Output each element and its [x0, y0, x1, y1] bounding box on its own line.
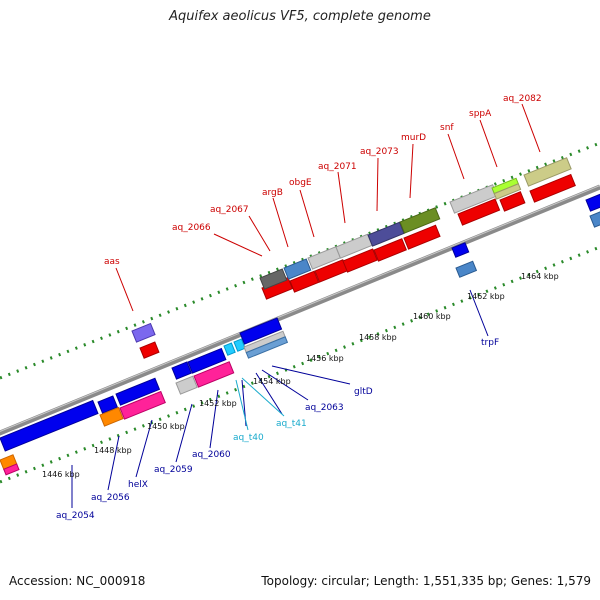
scale-label: 1460 kbp: [413, 312, 451, 321]
gene-feature[interactable]: [289, 270, 320, 293]
gene-feature[interactable]: [451, 242, 470, 258]
gene-feature[interactable]: [139, 341, 160, 359]
scale-label: 1458 kbp: [359, 333, 397, 342]
gene-feature[interactable]: [233, 338, 246, 352]
gene-feature[interactable]: [283, 258, 312, 280]
gene-label[interactable]: aq_t40: [233, 433, 264, 443]
genome-summary-text: Topology: circular; Length: 1,551,335 bp…: [261, 574, 591, 588]
gene-feature[interactable]: [0, 454, 20, 476]
forward-gene-labels: aas aq_2066 aq_2067 argB obgE aq_2071 aq…: [104, 94, 542, 267]
gene-label[interactable]: aas: [104, 257, 120, 267]
map-title: Aquifex aeolicus VF5, complete genome: [169, 9, 431, 24]
scale-label: 1448 kbp: [94, 446, 132, 455]
genome-backbone: [0, 184, 600, 436]
rna-leaders: [235, 377, 285, 431]
gene-feature[interactable]: [97, 395, 118, 414]
scale-label: 1454 kbp: [253, 377, 291, 386]
accession-text: Accession: NC_000918: [9, 574, 146, 588]
scale-label: 1452 kbp: [199, 399, 237, 408]
gene-label[interactable]: sppA: [469, 109, 492, 119]
gene-label[interactable]: obgE: [289, 178, 312, 188]
gene-feature[interactable]: [0, 399, 99, 452]
gene-feature[interactable]: [259, 268, 288, 290]
gene-feature[interactable]: [589, 210, 600, 228]
gene-feature[interactable]: [403, 224, 441, 250]
scale-label: 1456 kbp: [306, 354, 344, 363]
gene-label[interactable]: trpF: [481, 338, 499, 348]
gene-feature[interactable]: [131, 322, 156, 343]
genome-backbone-highlight: [0, 185, 600, 432]
gene-feature[interactable]: [491, 177, 522, 200]
forward-leaders: [115, 103, 541, 312]
gene-feature[interactable]: [115, 377, 161, 406]
gene-label[interactable]: aq_2067: [210, 205, 249, 215]
gene-feature[interactable]: [342, 248, 378, 273]
gene-feature[interactable]: [585, 191, 600, 212]
scale-label: 1462 kbp: [467, 292, 505, 301]
scale-label: 1464 kbp: [521, 272, 559, 281]
scale-label: 1446 kbp: [42, 470, 80, 479]
gene-label[interactable]: aq_2056: [91, 493, 130, 503]
gene-label[interactable]: aq_2073: [360, 147, 399, 157]
gene-label[interactable]: helX: [128, 480, 148, 490]
gene-label[interactable]: snf: [440, 123, 454, 133]
gene-label[interactable]: aq_2071: [318, 162, 357, 172]
gene-feature[interactable]: [239, 317, 283, 345]
gene-feature[interactable]: [193, 361, 235, 388]
gene-feature[interactable]: [187, 347, 227, 374]
gene-feature[interactable]: [523, 157, 572, 187]
gene-feature[interactable]: [373, 238, 407, 262]
gene-feature[interactable]: [529, 173, 576, 203]
gene-feature[interactable]: [119, 390, 166, 420]
forward-features: [131, 157, 576, 359]
gene-feature[interactable]: [367, 221, 405, 247]
gene-feature[interactable]: [499, 191, 526, 212]
reverse-features: [0, 191, 600, 476]
reverse-gene-labels: aq_2054 aq_2056 helX aq_2059 aq_2060 aq_…: [56, 338, 499, 521]
gene-label[interactable]: aq_2060: [192, 450, 231, 460]
gene-feature[interactable]: [399, 207, 441, 234]
gene-feature[interactable]: [223, 342, 236, 356]
gene-feature[interactable]: [455, 260, 478, 278]
scale-label: 1450 kbp: [147, 422, 185, 431]
gene-feature[interactable]: [99, 406, 124, 427]
gene-feature[interactable]: [457, 198, 501, 226]
gene-label[interactable]: aq_t41: [276, 419, 307, 429]
gene-label[interactable]: aq_2059: [154, 465, 193, 475]
gene-label[interactable]: aq_2054: [56, 511, 95, 521]
gene-feature[interactable]: [175, 375, 198, 395]
gene-label[interactable]: gltD: [354, 387, 373, 397]
gene-label[interactable]: aq_2066: [172, 223, 211, 233]
gene-feature[interactable]: [171, 361, 192, 380]
gene-label[interactable]: aq_2063: [305, 403, 344, 413]
gene-label[interactable]: murD: [401, 133, 426, 143]
reverse-leaders: [71, 289, 489, 508]
gene-label[interactable]: argB: [262, 188, 283, 198]
scale-labels: 1446 kbp 1448 kbp 1450 kbp 1452 kbp 1454…: [42, 272, 559, 479]
gene-feature[interactable]: [243, 330, 289, 359]
gene-label[interactable]: aq_2082: [503, 94, 542, 104]
